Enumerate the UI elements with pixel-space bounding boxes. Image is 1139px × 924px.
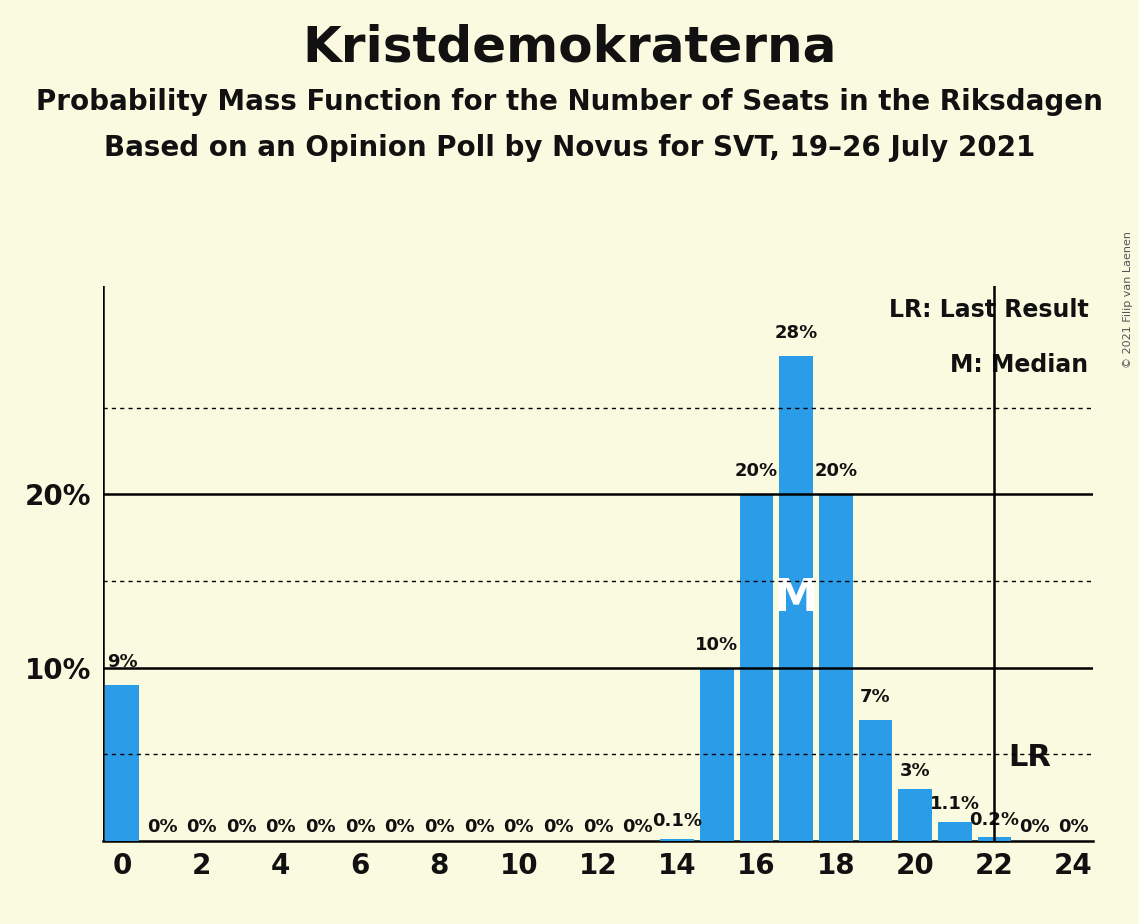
Text: 0%: 0%	[187, 818, 216, 835]
Text: 3%: 3%	[900, 762, 931, 780]
Text: 0%: 0%	[1018, 818, 1049, 835]
Bar	[937, 821, 972, 841]
Bar	[661, 839, 694, 841]
Text: 1.1%: 1.1%	[929, 796, 980, 813]
Text: 0%: 0%	[265, 818, 296, 835]
Text: 0%: 0%	[305, 818, 336, 835]
Text: LR: Last Result: LR: Last Result	[888, 298, 1089, 322]
Text: 0%: 0%	[543, 818, 574, 835]
Text: M: Median: M: Median	[950, 353, 1089, 377]
Text: 0%: 0%	[583, 818, 613, 835]
Text: 0%: 0%	[622, 818, 653, 835]
Text: 28%: 28%	[775, 324, 818, 342]
Text: 7%: 7%	[860, 687, 891, 706]
Text: 20%: 20%	[814, 463, 858, 480]
Bar	[739, 494, 773, 841]
Text: 0.1%: 0.1%	[653, 812, 703, 831]
Text: 20%: 20%	[735, 463, 778, 480]
Text: Probability Mass Function for the Number of Seats in the Riksdagen: Probability Mass Function for the Number…	[36, 88, 1103, 116]
Text: 0%: 0%	[345, 818, 376, 835]
Text: 0%: 0%	[147, 818, 178, 835]
Text: LR: LR	[1008, 743, 1051, 772]
Text: Kristdemokraterna: Kristdemokraterna	[302, 23, 837, 71]
Text: 0%: 0%	[424, 818, 454, 835]
Bar	[700, 667, 734, 841]
Bar	[779, 356, 813, 841]
Text: 0%: 0%	[464, 818, 494, 835]
Bar	[859, 720, 892, 841]
Bar	[106, 685, 139, 841]
Text: 0%: 0%	[1058, 818, 1089, 835]
Text: 10%: 10%	[695, 636, 738, 654]
Bar	[899, 789, 932, 841]
Text: M: M	[775, 577, 818, 620]
Text: 0%: 0%	[226, 818, 256, 835]
Text: 0%: 0%	[503, 818, 534, 835]
Text: 9%: 9%	[107, 653, 138, 671]
Bar	[977, 837, 1011, 841]
Text: 0.2%: 0.2%	[969, 810, 1019, 829]
Text: Based on an Opinion Poll by Novus for SVT, 19–26 July 2021: Based on an Opinion Poll by Novus for SV…	[104, 134, 1035, 162]
Text: 0%: 0%	[385, 818, 415, 835]
Text: © 2021 Filip van Laenen: © 2021 Filip van Laenen	[1123, 231, 1133, 368]
Bar	[819, 494, 853, 841]
